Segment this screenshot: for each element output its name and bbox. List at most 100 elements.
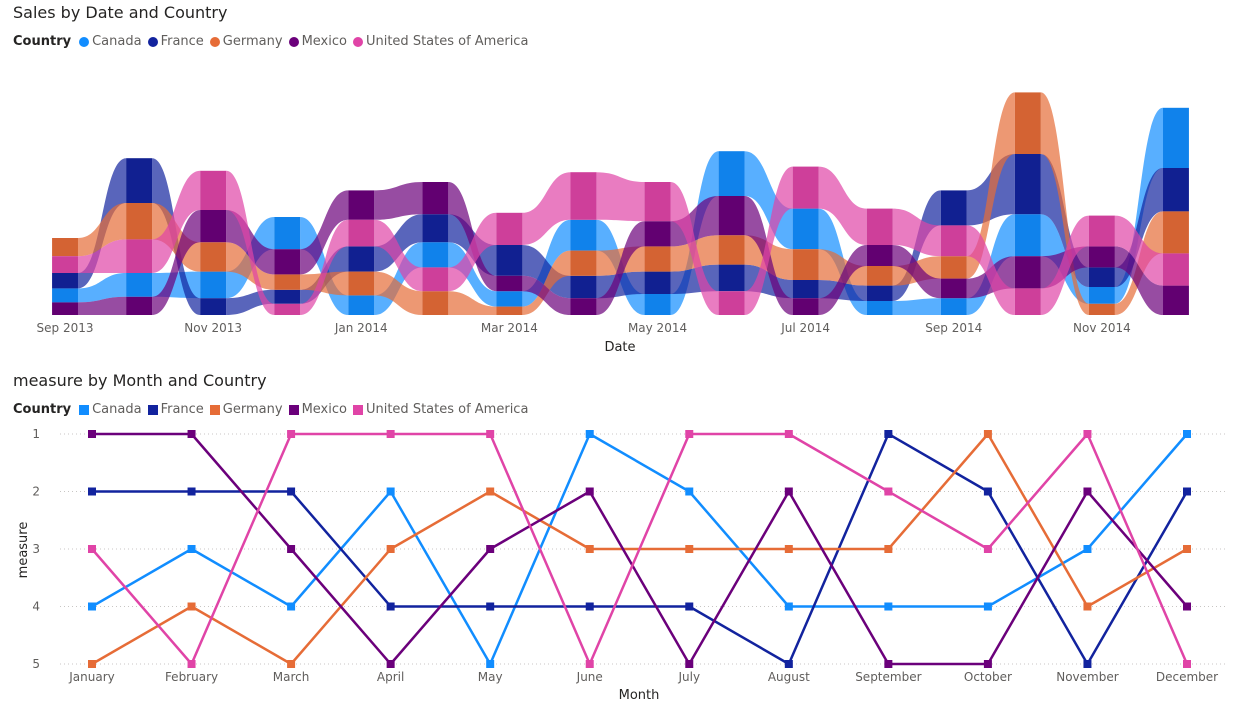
bar-segment-france[interactable] <box>718 264 745 292</box>
bar-segment-united-states-of-america[interactable] <box>52 256 78 273</box>
data-point[interactable] <box>287 660 296 668</box>
bar-segment-canada[interactable] <box>52 288 78 303</box>
bar-segment-mexico[interactable] <box>1014 256 1041 289</box>
bar-segment-canada[interactable] <box>422 242 449 268</box>
bar-segment-united-states-of-america[interactable] <box>126 239 153 273</box>
bar-segment-canada[interactable] <box>496 291 523 307</box>
bar-segment-france[interactable] <box>570 275 597 299</box>
bar-segment-canada[interactable] <box>348 295 375 315</box>
legend-item-germany[interactable]: Germany <box>209 402 283 417</box>
ribbon-united-states-of-america[interactable] <box>300 219 349 315</box>
ribbon-mexico[interactable] <box>892 245 941 299</box>
bar-segment-canada[interactable] <box>274 217 301 250</box>
data-point[interactable] <box>187 487 196 496</box>
legend-item-france[interactable]: France <box>147 402 204 417</box>
ribbon-canada[interactable] <box>77 273 127 303</box>
bar-segment-canada[interactable] <box>570 219 597 251</box>
bar-segment-united-states-of-america[interactable] <box>1163 253 1189 286</box>
bar-segment-united-states-of-america[interactable] <box>570 172 597 220</box>
series-line[interactable] <box>91 432 1188 666</box>
bar-segment-france[interactable] <box>1163 168 1189 212</box>
bar-segment-germany[interactable] <box>1088 303 1115 315</box>
data-point[interactable] <box>784 487 793 496</box>
data-point[interactable] <box>685 660 694 668</box>
bar-segment-france[interactable] <box>940 190 967 226</box>
data-point[interactable] <box>983 430 992 438</box>
bar-segment-france[interactable] <box>348 246 375 272</box>
ribbon-united-states-of-america[interactable] <box>670 182 719 315</box>
bar-segment-united-states-of-america[interactable] <box>1014 288 1041 315</box>
data-point[interactable] <box>386 660 395 668</box>
data-point[interactable] <box>585 430 594 438</box>
bar-segment-mexico[interactable] <box>274 249 301 275</box>
bar-segment-germany[interactable] <box>644 246 671 272</box>
data-point[interactable] <box>784 430 793 438</box>
bar-segment-mexico[interactable] <box>200 210 227 243</box>
data-point[interactable] <box>1183 487 1191 496</box>
data-point[interactable] <box>386 602 395 611</box>
bar-segment-united-states-of-america[interactable] <box>940 225 967 257</box>
bar-segment-canada[interactable] <box>1088 287 1115 304</box>
data-point[interactable] <box>187 430 196 438</box>
ribbon-united-states-of-america[interactable] <box>152 170 201 273</box>
bar-segment-united-states-of-america[interactable] <box>1088 215 1115 247</box>
ribbon-united-states-of-america[interactable] <box>596 172 645 222</box>
bar-segment-mexico[interactable] <box>940 278 967 299</box>
data-point[interactable] <box>884 602 893 611</box>
ribbon-united-states-of-america[interactable] <box>966 225 1015 315</box>
data-point[interactable] <box>287 545 296 553</box>
bar-segment-canada[interactable] <box>126 273 153 297</box>
bar-segment-germany[interactable] <box>422 291 449 315</box>
data-point[interactable] <box>88 430 96 438</box>
bar-segment-canada[interactable] <box>644 294 671 315</box>
bar-segment-germany[interactable] <box>940 256 967 279</box>
bar-segment-france[interactable] <box>866 285 893 301</box>
data-point[interactable] <box>486 545 495 553</box>
ribbon-united-states-of-america[interactable] <box>1040 215 1089 315</box>
data-point[interactable] <box>585 660 594 668</box>
bar-segment-canada[interactable] <box>1163 107 1189 168</box>
bar-segment-mexico[interactable] <box>348 190 375 220</box>
bar-segment-united-states-of-america[interactable] <box>274 303 301 315</box>
bar-segment-germany[interactable] <box>52 238 78 257</box>
ribbon-mexico[interactable] <box>374 182 423 220</box>
data-point[interactable] <box>187 602 196 611</box>
bar-segment-mexico[interactable] <box>644 221 671 247</box>
data-point[interactable] <box>884 660 893 668</box>
data-point[interactable] <box>386 487 395 496</box>
data-point[interactable] <box>784 602 793 611</box>
data-point[interactable] <box>1083 602 1092 611</box>
ribbon-france[interactable] <box>374 214 423 272</box>
data-point[interactable] <box>1183 545 1191 553</box>
data-point[interactable] <box>287 602 296 611</box>
data-point[interactable] <box>486 487 495 496</box>
bar-segment-germany[interactable] <box>792 249 819 280</box>
ribbon-canada[interactable] <box>448 242 497 307</box>
legend-item-mexico[interactable]: Mexico <box>288 402 347 417</box>
data-point[interactable] <box>1083 430 1092 438</box>
bar-segment-france[interactable] <box>644 271 671 294</box>
bar-segment-united-states-of-america[interactable] <box>200 170 227 210</box>
legend-item-united-states-of-america[interactable]: United States of America <box>352 34 528 49</box>
bar-segment-mexico[interactable] <box>52 302 78 315</box>
ribbon-germany[interactable] <box>77 203 127 257</box>
bar-segment-germany[interactable] <box>1014 92 1041 154</box>
ribbon-united-states-of-america[interactable] <box>522 172 571 245</box>
ribbon-united-states-of-america[interactable] <box>744 166 793 315</box>
series-line[interactable] <box>92 432 1189 666</box>
ribbon-mexico[interactable] <box>300 190 349 275</box>
ribbon-united-states-of-america[interactable] <box>226 170 275 315</box>
bar-segment-mexico[interactable] <box>496 275 523 292</box>
bar-segment-united-states-of-america[interactable] <box>718 291 745 315</box>
ribbon-united-states-of-america[interactable] <box>818 166 867 245</box>
data-point[interactable] <box>1183 430 1191 438</box>
bar-segment-mexico[interactable] <box>126 296 153 315</box>
bar-segment-canada[interactable] <box>200 271 227 299</box>
data-point[interactable] <box>1083 487 1092 496</box>
bar-segment-canada[interactable] <box>792 208 819 250</box>
data-point[interactable] <box>486 660 495 668</box>
bar-segment-united-states-of-america[interactable] <box>644 182 671 222</box>
bar-segment-canada[interactable] <box>866 301 893 315</box>
bar-segment-canada[interactable] <box>1014 214 1041 257</box>
ribbon-united-states-of-america[interactable] <box>374 219 423 292</box>
